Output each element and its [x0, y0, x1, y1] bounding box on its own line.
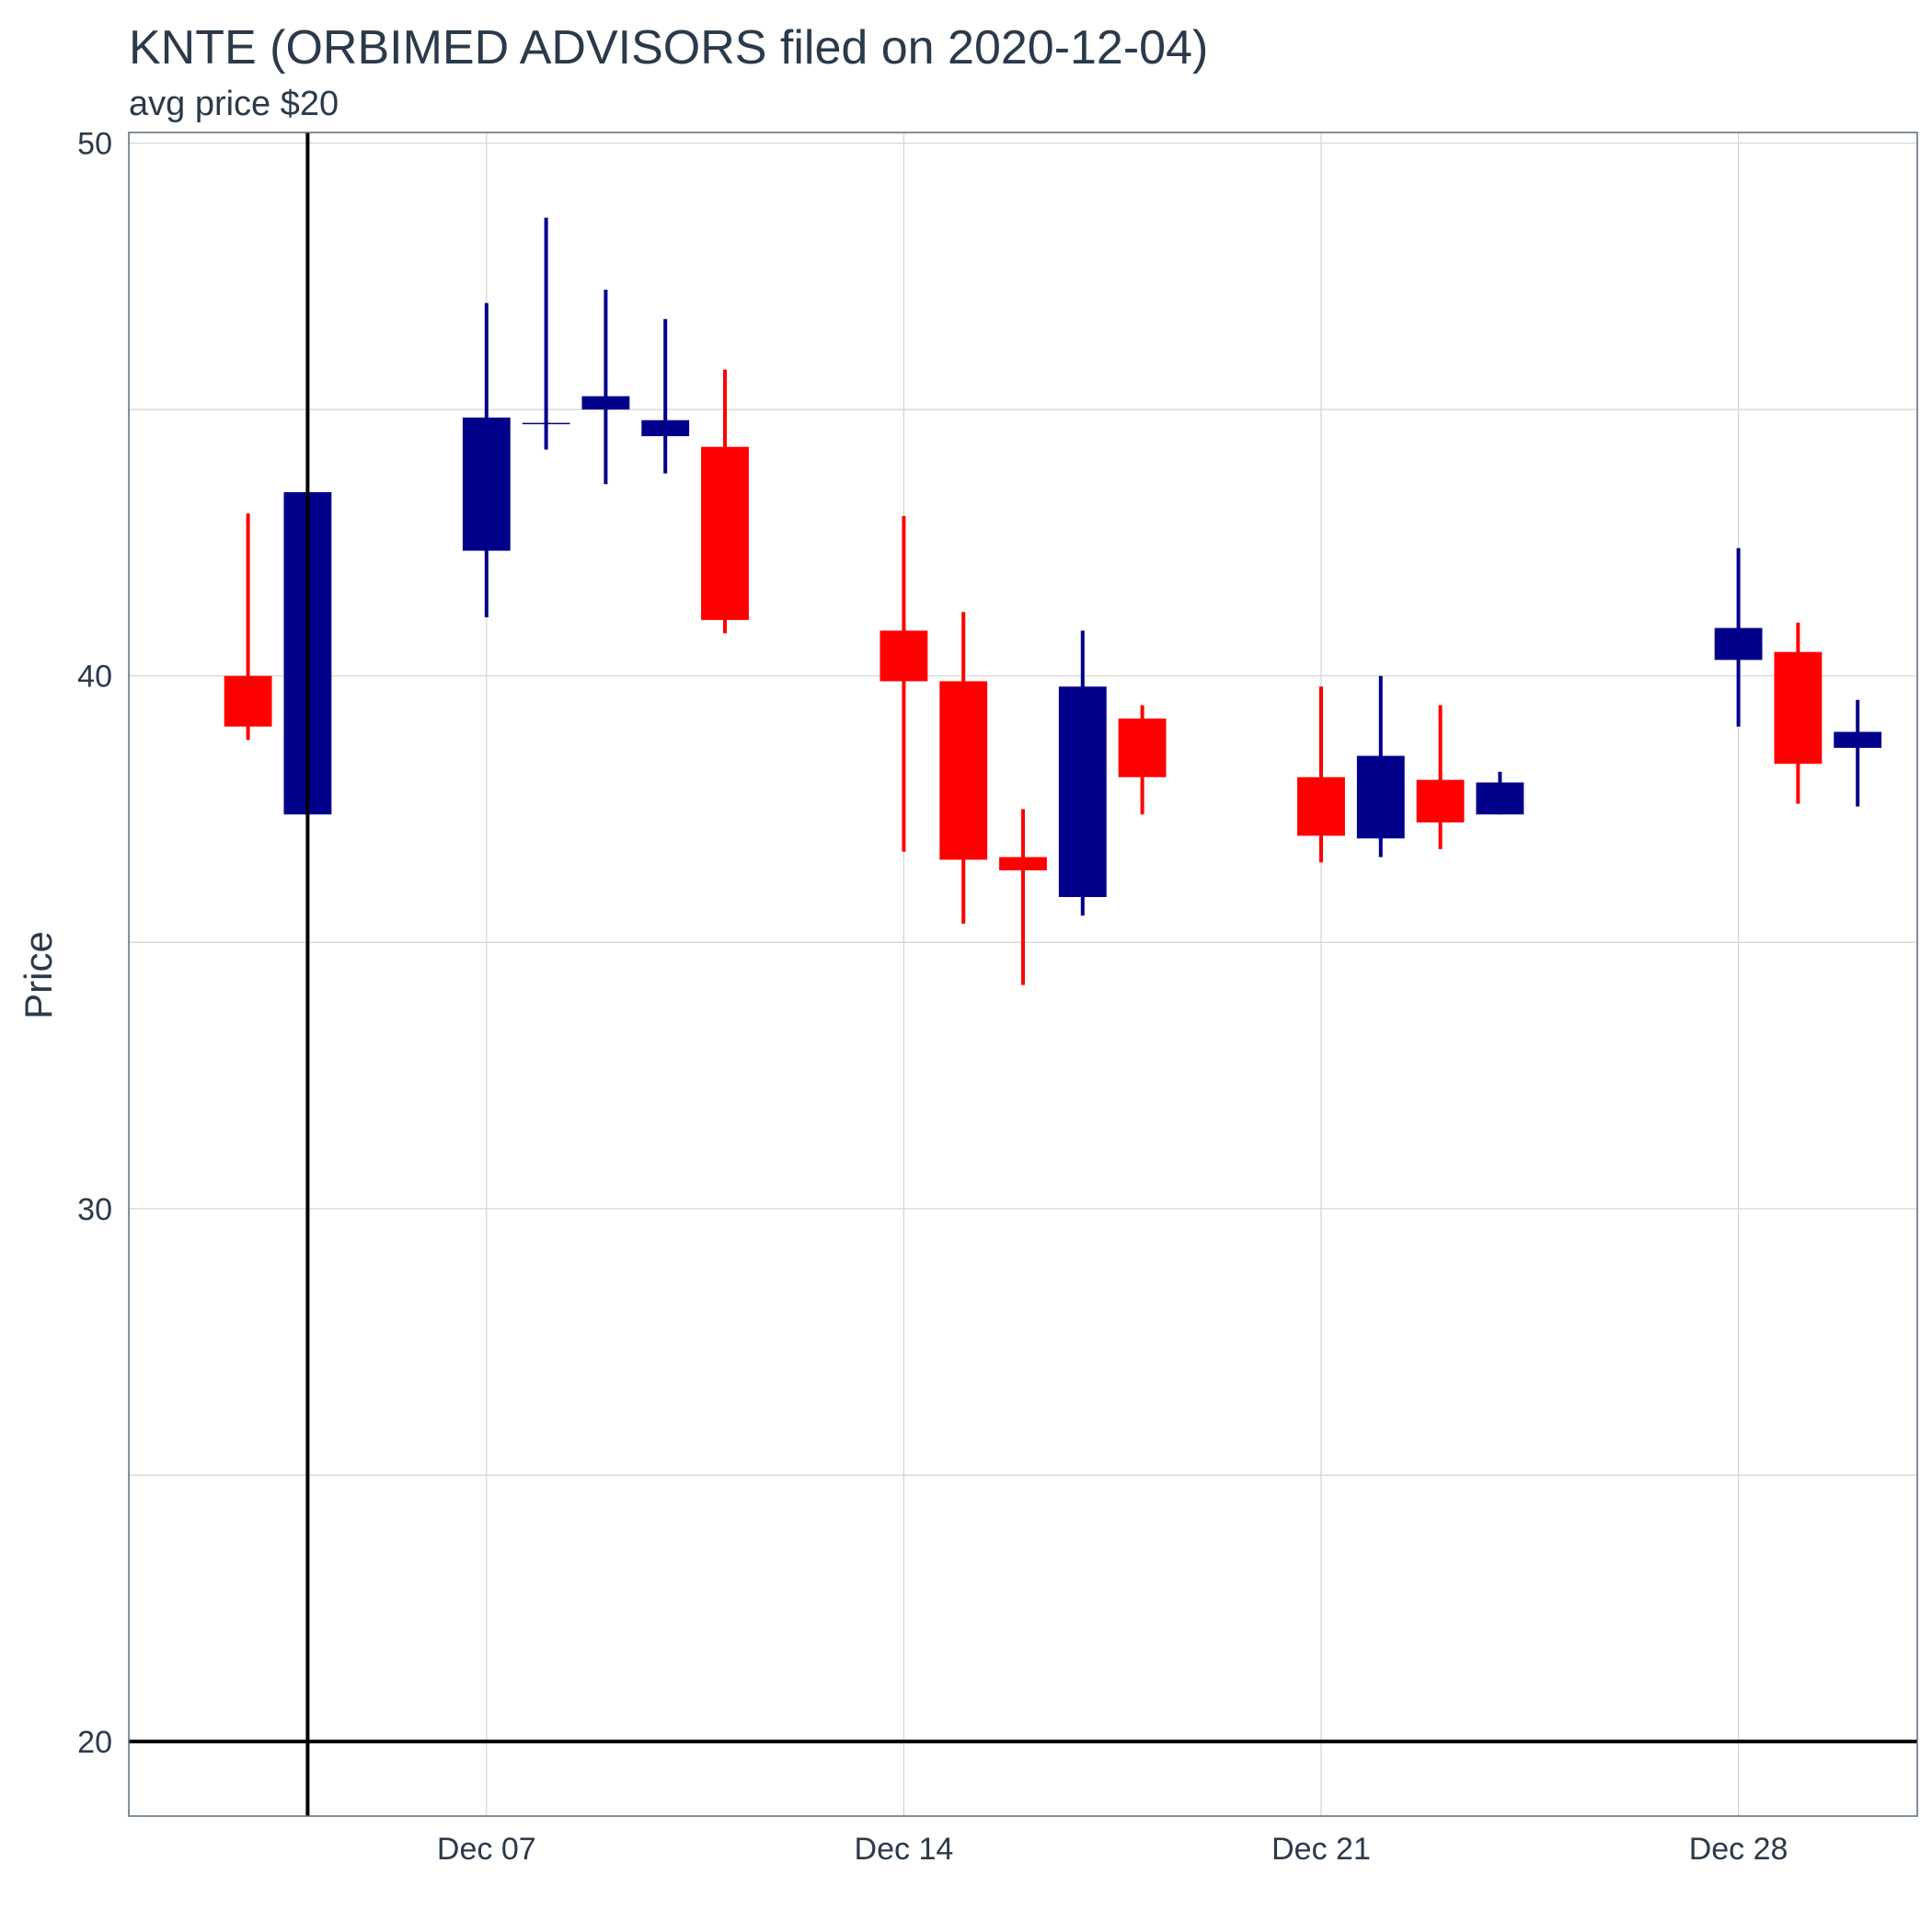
candle: [581, 289, 630, 485]
candle-body: [1356, 755, 1405, 839]
panel-border: [128, 132, 1918, 1817]
chart-subtitle: avg price $20: [129, 85, 339, 123]
candle: [1714, 547, 1763, 727]
candle-body: [1118, 719, 1167, 777]
candle-body: [641, 420, 690, 437]
candle-body: [1714, 627, 1763, 661]
candle: [880, 515, 928, 852]
candle: [701, 369, 749, 634]
grid-lines: [129, 132, 1917, 1816]
candle-body: [880, 630, 928, 682]
candle: [999, 809, 1047, 985]
candle: [1416, 705, 1465, 849]
candle-body: [224, 675, 272, 727]
candle-body: [1834, 731, 1882, 748]
y-tick-label: 40: [77, 660, 112, 695]
candle: [1834, 699, 1882, 807]
candle-body: [1416, 779, 1465, 822]
candle-body: [939, 681, 988, 860]
candle: [522, 217, 570, 450]
candle-body: [581, 396, 630, 410]
y-tick-label: 50: [77, 127, 112, 162]
candle: [1058, 630, 1107, 916]
y-axis-title: Price: [17, 931, 60, 1019]
y-tick-label: 30: [77, 1192, 112, 1227]
candle: [1774, 622, 1823, 804]
y-tick-label: 20: [77, 1725, 112, 1760]
candle-body: [701, 446, 749, 620]
x-tick-label: Dec 21: [1271, 1832, 1371, 1867]
candle: [939, 612, 988, 924]
candle: [462, 303, 511, 617]
chart-title: KNTE (ORBIMED ADVISORS filed on 2020-12-…: [129, 21, 1209, 75]
candle-body: [1297, 776, 1345, 836]
candle-body: [1774, 651, 1823, 765]
candle-body: [522, 422, 570, 425]
candle: [1297, 686, 1345, 863]
candles: [224, 217, 1882, 985]
candle-body: [999, 857, 1047, 871]
candle: [1476, 771, 1524, 815]
candle-body: [1058, 686, 1107, 898]
candle: [1118, 705, 1167, 815]
axis-labels: 20 30 40 50 Dec 07 Dec 14 Dec 21 Dec 28: [77, 127, 1788, 1867]
x-tick-label: Dec 14: [855, 1832, 954, 1867]
candle: [1356, 675, 1405, 857]
candle: [224, 513, 272, 741]
candle-body: [462, 417, 511, 551]
candle: [641, 318, 690, 474]
x-tick-label: Dec 28: [1689, 1832, 1788, 1867]
x-tick-label: Dec 07: [437, 1832, 536, 1867]
candle-body: [1476, 782, 1524, 815]
reference-lines: [129, 132, 1917, 1816]
